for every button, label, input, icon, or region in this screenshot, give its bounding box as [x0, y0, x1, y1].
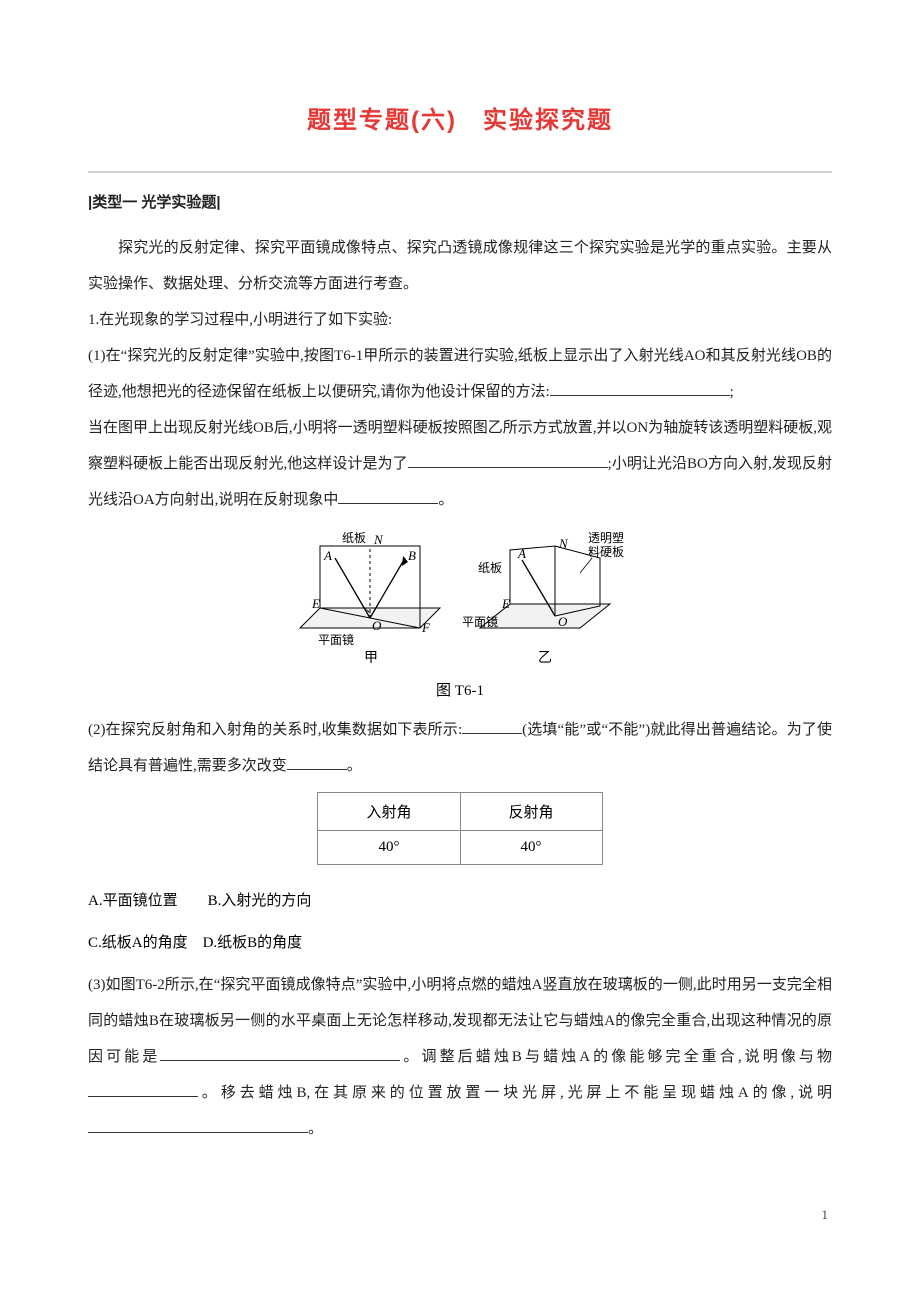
subfig-yi: 纸板 N A E O 平面镜 透明塑 料硬板 乙 — [462, 530, 624, 665]
section-heading: |类型一 光学实验题| — [88, 191, 832, 212]
blank-4 — [462, 718, 522, 735]
label-A-yi: A — [517, 546, 526, 561]
options-row2: C.纸板A的角度 D.纸板B的角度 — [88, 925, 832, 961]
th-reflect: 反射角 — [460, 793, 602, 831]
q1-3-end: 。 — [308, 1121, 323, 1137]
label-yi: 乙 — [538, 649, 552, 665]
label-A-jia: A — [323, 548, 332, 563]
label-transparent-1: 透明塑 — [588, 530, 624, 545]
q1-stem: 1.在光现象的学习过程中,小明进行了如下实验: — [88, 302, 832, 338]
page-number: 1 — [88, 1207, 832, 1223]
q1-part1b: 当在图甲上出现反射光线OB后,小明将一透明塑料硬板按照图乙所示方式放置,并以ON… — [88, 410, 832, 518]
q1-3-b-text: 。调整后蜡烛B与蜡烛A的像能够完全重合,说明像与物 — [400, 1049, 832, 1065]
table-header-row: 入射角 反射角 — [318, 793, 602, 831]
label-F-jia: F — [421, 620, 431, 635]
label-O-jia: O — [372, 618, 382, 633]
label-paper-board-yi: 纸板 — [478, 561, 502, 575]
figure-svg: 纸板 N A B E F O 平面镜 甲 纸板 N A E — [280, 528, 640, 668]
label-paper-board: 纸板 — [342, 531, 366, 545]
blank-5 — [287, 754, 347, 771]
blank-2 — [408, 452, 608, 469]
q1-3-c-text: 。移去蜡烛B,在其原来的位置放置一块光屏,光屏上不能呈现蜡烛A的像,说明 — [198, 1085, 832, 1101]
label-N-yi: N — [558, 536, 569, 551]
figure-t6-1: 纸板 N A B E F O 平面镜 甲 纸板 N A E — [88, 528, 832, 673]
th-incident: 入射角 — [318, 793, 460, 831]
table-row: 40° 40° — [318, 831, 602, 865]
td-reflect-val: 40° — [460, 831, 602, 865]
td-incident-val: 40° — [318, 831, 460, 865]
options-row1: A.平面镜位置 B.入射光的方向 — [88, 883, 832, 919]
label-E-jia: E — [311, 596, 320, 611]
q1-part3: (3)如图T6-2所示,在“探究平面镜成像特点”实验中,小明将点燃的蜡烛A竖直放… — [88, 967, 832, 1147]
intro-paragraph: 探究光的反射定律、探究平面镜成像特点、探究凸透镜成像规律这三个探究实验是光学的重… — [88, 230, 832, 302]
blank-7 — [88, 1081, 198, 1098]
q1-part2: (2)在探究反射角和入射角的关系时,收集数据如下表所示:(选填“能”或“不能”)… — [88, 712, 832, 784]
label-jia: 甲 — [364, 649, 378, 665]
q1-part1: (1)在“探究光的反射定律”实验中,按图T6-1甲所示的装置进行实验,纸板上显示… — [88, 338, 832, 410]
label-mirror-jia: 平面镜 — [318, 632, 354, 647]
label-B-jia: B — [408, 548, 416, 563]
q1-2-a-text: (2)在探究反射角和入射角的关系时,收集数据如下表所示: — [88, 722, 462, 738]
page-title: 题型专题(六) 实验探究题 — [88, 100, 832, 135]
horizontal-rule — [88, 171, 832, 173]
q1-2-end: 。 — [347, 758, 362, 774]
angle-table: 入射角 反射角 40° 40° — [317, 792, 602, 865]
label-O-yi: O — [558, 614, 568, 629]
blank-1 — [550, 380, 730, 397]
label-mirror-yi: 平面镜 — [462, 614, 498, 629]
blank-6 — [160, 1045, 400, 1062]
figure-caption-1: 图 T6-1 — [88, 679, 832, 700]
label-E-yi: E — [501, 596, 510, 611]
blank-8 — [88, 1117, 308, 1134]
q1-1-a-tail: ; — [730, 384, 734, 400]
q1-1-b-end: 。 — [438, 492, 453, 508]
label-transparent-2: 料硬板 — [588, 545, 624, 559]
label-N-jia: N — [373, 532, 384, 547]
blank-3 — [338, 488, 438, 505]
subfig-jia: 纸板 N A B E F O 平面镜 甲 — [300, 531, 440, 665]
